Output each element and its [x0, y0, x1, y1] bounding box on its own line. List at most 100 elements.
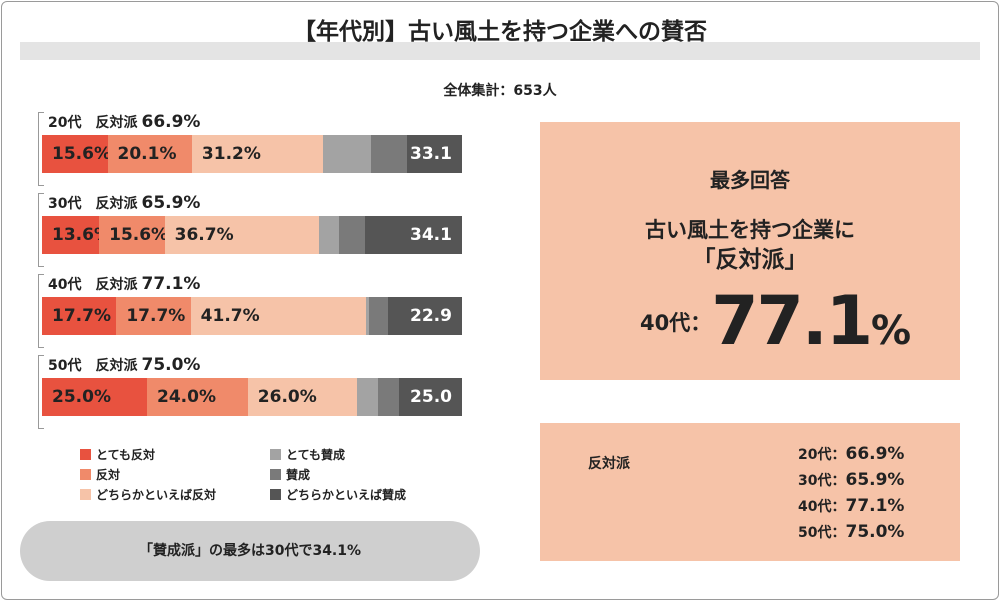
highlight-number: 77.1	[711, 282, 873, 361]
opposition-row: 40代：77.1%	[798, 493, 904, 519]
segment-value-label: 24.0%	[157, 387, 216, 407]
group-header: 40代 反対派 77.1%	[48, 274, 200, 294]
bar-segment-somewhat-support: 34.1	[364, 216, 462, 254]
group-bracket	[38, 112, 44, 186]
bar-segment-support	[371, 135, 407, 173]
row-value: 75.0%	[845, 522, 905, 542]
group-header: 20代 反対派 66.9%	[48, 112, 200, 132]
segment-value-label: 17.7%	[126, 306, 186, 326]
panel-highlight-value: 40代：77.1%	[640, 282, 911, 361]
opposition-label: 反対派	[95, 196, 138, 212]
opposition-label: 反対派	[95, 115, 138, 131]
group-bracket	[38, 274, 44, 348]
group-bracket	[38, 355, 44, 429]
panel-heading: 最多回答	[710, 168, 790, 192]
bar-segment-somewhat-support: 22.9	[388, 297, 462, 335]
opposition-total: 66.9%	[141, 112, 201, 132]
panel-line2: 「反対派」	[692, 247, 808, 273]
opposition-row: 20代：66.9%	[798, 441, 904, 467]
bar-segment-strong-support	[322, 135, 372, 173]
group-header: 30代 反対派 65.9%	[48, 193, 200, 213]
opposition-summary-panel: 反対派 20代：66.9% 30代：65.9% 40代：77.1% 50代：75…	[540, 423, 960, 561]
support-summary-pill: 「賛成派」の最多は30代で34.1%	[20, 521, 480, 581]
segment-value-label: 15.6%	[52, 144, 111, 164]
age-group-row: 20代 反対派 66.9% 15.6% 20.1% 31.2% 33.1	[38, 112, 462, 186]
bar-segment-somewhat-oppose: 41.7%	[190, 297, 366, 335]
bar-segment-strong-support	[318, 216, 340, 254]
bar-segment-somewhat-oppose: 36.7%	[164, 216, 319, 254]
segment-value-label: 13.6%	[52, 225, 111, 245]
support-total-label: 33.1	[410, 144, 452, 164]
row-value: 65.9%	[845, 470, 905, 490]
legend-item-strong-oppose: とても反対	[80, 446, 155, 463]
stacked-bar: 17.7% 17.7% 41.7% 22.9	[42, 297, 462, 335]
segment-value-label: 17.7%	[52, 306, 111, 326]
support-total-label: 34.1	[410, 225, 452, 245]
legend-swatch	[80, 469, 91, 480]
legend-label: どちらかといえば賛成	[286, 488, 407, 502]
bar-segment-somewhat-support: 25.0	[398, 378, 462, 416]
opposition-label: 反対派	[95, 358, 138, 374]
opposition-rows: 20代：66.9% 30代：65.9% 40代：77.1% 50代：75.0%	[798, 441, 904, 545]
segment-value-label: 25.0%	[52, 387, 111, 407]
age-label: 20代	[48, 115, 82, 131]
bar-segment-strong-oppose: 13.6%	[42, 216, 111, 254]
chart-legend: とても反対 反対 どちらかといえば反対 とても賛成 賛成 どちらかといえば賛成	[80, 446, 460, 506]
age-group-row: 40代 反対派 77.1% 17.7% 17.7% 41.7% 22.9	[38, 274, 462, 348]
segment-value-label: 15.6%	[109, 225, 169, 245]
legend-swatch	[80, 449, 91, 460]
age-label: 50代	[48, 358, 82, 374]
opposition-total: 65.9%	[141, 193, 201, 213]
row-age: 50代：	[798, 525, 846, 541]
row-age: 40代：	[798, 499, 846, 515]
bar-segment-oppose: 15.6%	[99, 216, 169, 254]
panel-line1: 古い風土を持つ企業に	[645, 218, 855, 242]
bar-segment-strong-oppose: 25.0%	[42, 378, 147, 416]
opposition-label: 反対派	[588, 456, 630, 472]
support-total-label: 22.9	[410, 306, 452, 326]
highlight-unit: %	[871, 308, 912, 354]
legend-swatch	[270, 489, 281, 500]
age-label: 40代	[48, 277, 82, 293]
group-bracket	[38, 193, 44, 267]
legend-swatch	[270, 449, 281, 460]
bar-segment-somewhat-oppose: 26.0%	[247, 378, 357, 416]
row-value: 77.1%	[845, 496, 905, 516]
support-total-label: 25.0	[410, 387, 452, 407]
age-group-row: 30代 反対派 65.9% 13.6% 15.6% 36.7% 34.1	[38, 193, 462, 267]
legend-label: とても反対	[96, 448, 156, 462]
legend-label: 賛成	[286, 468, 311, 482]
group-header: 50代 反対派 75.0%	[48, 355, 200, 375]
segment-value-label: 26.0%	[257, 387, 317, 407]
segment-value-label: 41.7%	[200, 306, 260, 326]
bar-segment-support	[369, 297, 389, 335]
row-value: 66.9%	[845, 444, 905, 464]
bar-segment-oppose: 24.0%	[147, 378, 248, 416]
opposition-total: 75.0%	[141, 355, 201, 375]
opposition-row: 30代：65.9%	[798, 467, 904, 493]
row-age: 30代：	[798, 473, 846, 489]
bar-segment-strong-oppose: 17.7%	[42, 297, 117, 335]
legend-item-support: 賛成	[270, 466, 310, 483]
stacked-bar: 25.0% 24.0% 26.0% 25.0	[42, 378, 462, 416]
stacked-bar: 13.6% 15.6% 36.7% 34.1	[42, 216, 462, 254]
highlight-age: 40代：	[640, 311, 712, 335]
bar-segment-support	[339, 216, 365, 254]
segment-value-label: 31.2%	[201, 144, 261, 164]
stacked-bar: 15.6% 20.1% 31.2% 33.1	[42, 135, 462, 173]
legend-label: とても賛成	[286, 448, 346, 462]
segment-value-label: 20.1%	[117, 144, 177, 164]
bar-segment-support	[377, 378, 399, 416]
age-label: 30代	[48, 196, 82, 212]
legend-item-oppose: 反対	[80, 466, 120, 483]
row-age: 20代：	[798, 447, 846, 463]
legend-label: どちらかといえば反対	[96, 488, 217, 502]
bar-segment-oppose: 17.7%	[116, 297, 191, 335]
bar-segment-strong-support	[365, 297, 370, 335]
legend-label: 反対	[96, 468, 121, 482]
most-common-answer-panel: 最多回答 古い風土を持つ企業に 「反対派」 40代：77.1%	[540, 122, 960, 380]
legend-swatch	[80, 489, 91, 500]
opposition-row: 50代：75.0%	[798, 519, 904, 545]
segment-value-label: 36.7%	[174, 225, 234, 245]
total-respondents: 全体集計：653人	[443, 83, 557, 99]
